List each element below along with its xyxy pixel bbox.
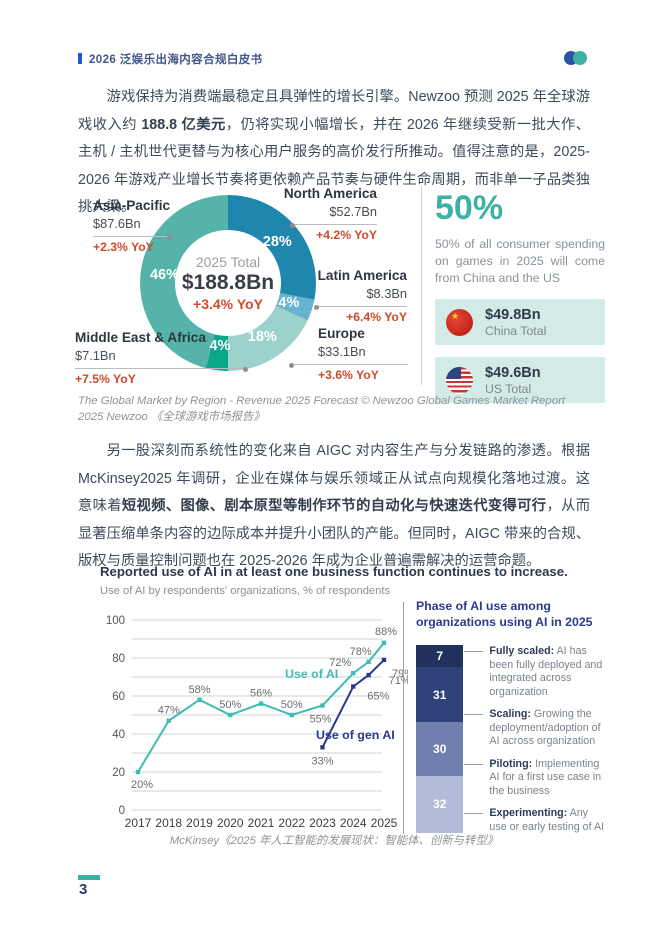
leader-line: [290, 222, 377, 228]
us-amount: $49.6Bn: [485, 364, 541, 381]
leader-line: [289, 362, 408, 368]
bar-segment: 32: [416, 775, 464, 833]
bar-segment: 7: [416, 645, 464, 667]
donut-percent-label: 4%: [209, 338, 231, 355]
china-amount: $49.8Bn: [485, 306, 541, 323]
svg-text:47%: 47%: [158, 705, 180, 717]
us-flag-icon: [446, 366, 473, 394]
china-label: China Total: [485, 323, 547, 338]
paragraph-text: ，从而显著压缩单条内容的边际成本并提升小团队的产能。但同时，AIGC 带来的合规…: [78, 498, 591, 569]
paragraph-games-growth: 游戏保持为消费端最稳定且具弹性的增长引擎。Newzoo 预测 2025 年全球游…: [78, 84, 590, 222]
phase-legend: Fully scaled: AI has been fully deployed…: [464, 645, 606, 843]
svg-text:40: 40: [112, 729, 125, 741]
document-title: 2026 泛娱乐出海内容合规白皮书: [89, 54, 263, 66]
leader-line: [314, 304, 407, 310]
us-label: US Total: [485, 381, 532, 396]
svg-text:88%: 88%: [375, 626, 397, 638]
bar-segment: 31: [416, 667, 464, 723]
stat-description: 50% of all consumer spending on games in…: [435, 237, 605, 285]
figure1-caption: The Global Market by Region - Revenue 20…: [78, 395, 566, 423]
svg-text:50%: 50%: [281, 699, 303, 711]
donut-percent-label: 28%: [262, 234, 292, 251]
svg-text:2019: 2019: [186, 816, 213, 830]
svg-text:80: 80: [112, 653, 125, 665]
svg-text:0: 0: [119, 805, 125, 817]
svg-text:2023: 2023: [309, 816, 336, 830]
brand-two-circles-icon: [564, 51, 590, 65]
svg-text:100: 100: [106, 615, 125, 627]
phase-stacked-bar: 7 31 30 32: [416, 645, 464, 843]
svg-text:2017: 2017: [125, 816, 152, 830]
svg-text:2022: 2022: [278, 816, 305, 830]
donut-center: 2025 Total $188.8Bn +3.4% YoY: [175, 230, 281, 336]
figure2-title: Reported use of AI in at least one busin…: [100, 564, 568, 579]
page-number: 3: [79, 881, 88, 898]
paragraph-text: ，仍将实现小幅增长，并在 2026 年继续受新一批大作、主机 / 主机世代更替与…: [78, 116, 591, 216]
leader-line: [93, 234, 172, 240]
donut-percent-label: 4%: [278, 294, 300, 311]
svg-text:60: 60: [112, 691, 125, 703]
donut-percent-label: 46%: [149, 266, 180, 283]
svg-text:79%: 79%: [392, 668, 408, 680]
svg-text:33%: 33%: [311, 755, 333, 767]
vertical-divider: [421, 187, 422, 385]
ai-phase-panel: Phase of AI use among organizations usin…: [416, 598, 606, 843]
callout-asia-pacific: Asia-Pacific $87.6Bn +2.3% YoY: [93, 198, 172, 255]
legend-piloting: Piloting: Implementing AI for a first us…: [464, 758, 606, 799]
china-flag-icon: ★: [446, 308, 473, 336]
leader-line: [75, 366, 248, 372]
svg-text:65%: 65%: [367, 691, 389, 703]
donut-chart-region: 28% 4% 18% 4% 46% 2025 Total $188.8Bn +3.4% …: [75, 183, 420, 395]
paragraph-aigc: 另一股深刻而系统性的变化来自 AIGC 对内容生产与分发链路的渗透。根据 McK…: [78, 438, 590, 576]
legend-experimenting: Experimenting: Any use or early testing …: [464, 807, 605, 833]
figure-global-market: 28% 4% 18% 4% 46% 2025 Total $188.8Bn +3.4% …: [75, 183, 605, 403]
stat-sidebar: 50% 50% of all consumer spending on game…: [435, 189, 605, 403]
svg-text:58%: 58%: [188, 684, 210, 696]
header-accent-bar: [78, 53, 82, 64]
paragraph-text: 游戏保持为消费端最稳定且具弹性的增长引擎。Newzoo 预测 2025 年全球游…: [78, 89, 590, 133]
svg-text:56%: 56%: [250, 688, 272, 700]
bar-segment: 30: [416, 722, 464, 776]
svg-text:78%: 78%: [350, 646, 372, 658]
figure2-caption: McKinsey《2025 年人工智能的发展现状：智能体、创新与转型》: [169, 835, 499, 847]
callout-europe: Europe $33.1Bn +3.6% YoY: [289, 325, 408, 384]
svg-text:20%: 20%: [131, 779, 153, 791]
vertical-divider: [403, 602, 404, 834]
callout-latin-america: Latin America $8.3Bn +6.4% YoY: [297, 267, 407, 326]
donut-percent-label: 18%: [247, 329, 277, 346]
legend-fully-scaled: Fully scaled: AI has been fully deployed…: [464, 645, 606, 699]
paragraph-text: 另一股深刻而系统性的变化来自 AIGC 对内容生产与分发链路的渗透。根据 McK…: [78, 443, 590, 514]
figure2-subtitle: Use of AI by respondents' organizations,…: [100, 585, 391, 597]
stat-big-percent: 50%: [435, 189, 504, 227]
svg-text:2025: 2025: [371, 816, 398, 830]
page-header: 2026 泛娱乐出海内容合规白皮书: [78, 51, 590, 67]
legend-use-of-gen-ai: Use of gen AI: [316, 728, 395, 742]
donut-center-total: $188.8Bn: [181, 271, 275, 294]
legend-use-of-ai: Use of AI: [285, 667, 338, 681]
legend-scaling: Scaling: Growing the deployment/adoption…: [464, 708, 606, 749]
donut-center-title: 2025 Total: [195, 254, 261, 270]
china-total-card: ★ $49.8Bn China Total: [435, 299, 605, 345]
callout-middle-east-africa: Middle East & Africa $7.1Bn +7.5% YoY: [75, 329, 248, 388]
paragraph-bold-revenue: 188.8 亿美元: [141, 116, 226, 133]
svg-text:2021: 2021: [248, 816, 275, 830]
donut-center-yoy: +3.4% YoY: [193, 296, 263, 312]
svg-text:20: 20: [112, 767, 125, 779]
callout-north-america: North America $52.7Bn +4.2% YoY: [283, 186, 377, 243]
footer-accent-bar: [78, 875, 100, 880]
us-total-card: $49.6Bn US Total: [435, 357, 605, 403]
svg-text:2020: 2020: [217, 816, 244, 830]
svg-text:2024: 2024: [340, 816, 367, 830]
svg-text:2018: 2018: [155, 816, 182, 830]
svg-text:72%: 72%: [329, 657, 351, 669]
svg-text:50%: 50%: [219, 699, 241, 711]
svg-text:55%: 55%: [309, 714, 331, 726]
paragraph-bold-aigc: 短视频、图像、剧本原型等制作环节的自动化与快速迭代变得可行: [121, 498, 547, 514]
phase-panel-title: Phase of AI use among organizations usin…: [416, 599, 593, 629]
